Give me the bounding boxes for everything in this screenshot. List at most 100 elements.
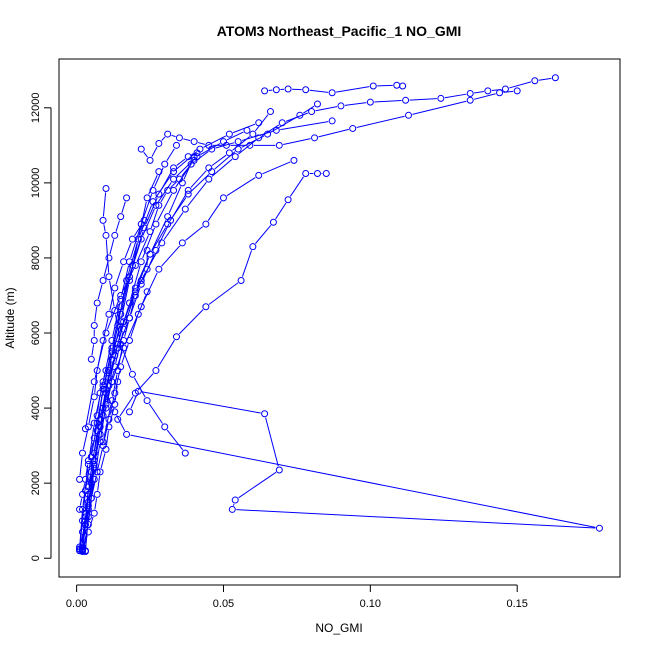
profile-segment <box>115 265 123 285</box>
data-point <box>137 276 145 284</box>
data-point <box>152 220 160 228</box>
profile-segment <box>100 374 106 390</box>
data-point <box>219 194 227 202</box>
y-axis-label: Altitude (m) <box>3 287 17 348</box>
profile-segment <box>109 291 115 311</box>
data-point <box>93 468 101 476</box>
data-point <box>190 156 198 164</box>
data-point <box>96 430 104 438</box>
data-point <box>146 156 154 164</box>
data-point <box>111 284 119 292</box>
data-point <box>105 254 113 262</box>
profile-segment <box>79 457 83 476</box>
profile-segment <box>133 377 146 398</box>
data-point <box>328 117 336 125</box>
profile-segment <box>241 130 273 141</box>
profile-segment <box>197 142 206 145</box>
data-point <box>246 141 254 149</box>
profile-segment <box>79 498 83 506</box>
profile-segment <box>509 81 532 89</box>
data-point <box>90 419 98 427</box>
data-point <box>78 547 86 555</box>
profile-series <box>81 117 336 555</box>
profile-segment <box>100 411 106 431</box>
profile-segment <box>170 181 177 188</box>
profile-segment <box>97 393 103 420</box>
data-point <box>111 400 119 408</box>
plot-frame <box>58 58 621 578</box>
data-point <box>84 502 92 510</box>
data-point <box>196 145 204 153</box>
profile-segment <box>142 208 155 236</box>
profile-segment <box>114 314 121 341</box>
profile-segment <box>103 224 106 232</box>
data-point <box>222 141 230 149</box>
data-point <box>266 108 274 116</box>
profile-segment <box>187 181 207 207</box>
profile-segment <box>473 93 496 100</box>
profile-segment <box>203 135 227 148</box>
profile-segment <box>124 295 135 326</box>
profile-segment <box>142 391 261 414</box>
profile-segment <box>127 242 138 277</box>
data-point <box>237 276 245 284</box>
data-point <box>123 430 131 438</box>
data-point <box>93 299 101 307</box>
data-point <box>96 423 104 431</box>
data-point <box>225 130 233 138</box>
profile-segment <box>88 487 92 499</box>
data-point <box>313 100 321 108</box>
profile-segment <box>262 161 291 175</box>
profile-segment <box>336 86 370 93</box>
profile-series <box>87 194 131 363</box>
data-point <box>249 243 257 251</box>
profile-segment <box>109 408 115 424</box>
profile-segment <box>94 438 100 457</box>
data-point <box>302 169 310 177</box>
data-point <box>76 475 84 483</box>
y-tick-label: 2000 <box>30 471 42 495</box>
data-point <box>99 216 107 224</box>
data-point <box>111 389 119 397</box>
data-point <box>496 89 504 97</box>
profile-segment <box>130 227 141 259</box>
data-point <box>164 130 172 138</box>
data-point <box>125 337 133 345</box>
profile-segment <box>148 175 158 195</box>
profile-segment <box>105 239 110 273</box>
data-point <box>255 171 263 179</box>
profile-segment <box>115 220 120 232</box>
profile-segment <box>116 415 126 432</box>
profile-segment <box>83 535 88 548</box>
data-point <box>269 218 277 226</box>
data-point <box>105 273 113 281</box>
data-point <box>117 291 125 299</box>
data-point <box>393 81 401 89</box>
profile-segment <box>283 138 311 145</box>
data-point <box>111 231 119 239</box>
profile-segment <box>318 128 349 138</box>
profile-segment <box>142 272 146 278</box>
data-point <box>405 111 413 119</box>
profile-segment <box>109 239 115 255</box>
data-point <box>170 186 178 194</box>
profile-segment <box>82 468 89 506</box>
profile-segment <box>97 396 101 412</box>
data-point <box>117 363 125 371</box>
data-point <box>143 288 151 296</box>
profile-series <box>99 382 603 532</box>
data-point <box>131 288 139 296</box>
profile-segment <box>151 220 167 251</box>
data-point <box>366 98 374 106</box>
profile-segment <box>275 202 287 220</box>
profile-segment <box>130 434 596 528</box>
data-point <box>170 168 178 176</box>
data-point <box>108 348 116 356</box>
profile-segment <box>166 148 175 161</box>
data-point <box>231 496 239 504</box>
profile-segment <box>106 299 120 330</box>
profile-segment <box>97 344 103 367</box>
data-point <box>322 169 330 177</box>
data-point <box>90 434 98 442</box>
profile-segment <box>215 142 235 149</box>
